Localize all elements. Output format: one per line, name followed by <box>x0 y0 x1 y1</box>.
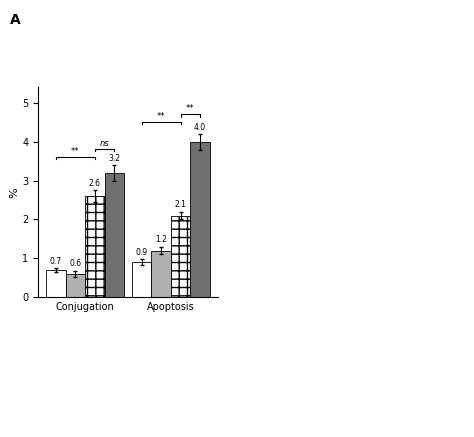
Bar <box>46 270 65 297</box>
Text: 2.1: 2.1 <box>175 201 187 209</box>
Text: 2.6: 2.6 <box>89 179 101 188</box>
Bar <box>152 250 171 297</box>
Text: 3.2: 3.2 <box>108 154 120 163</box>
Bar <box>104 173 124 297</box>
Bar <box>85 196 104 297</box>
Text: 0.9: 0.9 <box>136 248 148 257</box>
Y-axis label: %: % <box>9 187 19 198</box>
Bar <box>132 262 152 297</box>
Bar <box>171 215 191 297</box>
Text: **: ** <box>71 147 80 156</box>
Text: 0.6: 0.6 <box>69 260 82 268</box>
Text: 1.2: 1.2 <box>155 236 167 244</box>
Text: A: A <box>9 13 20 27</box>
Bar <box>65 274 85 297</box>
Text: **: ** <box>157 112 165 121</box>
Text: 0.7: 0.7 <box>50 257 62 266</box>
Bar <box>191 142 210 297</box>
Text: **: ** <box>186 104 195 113</box>
Text: 4.0: 4.0 <box>194 123 206 132</box>
Text: ns: ns <box>100 139 109 148</box>
